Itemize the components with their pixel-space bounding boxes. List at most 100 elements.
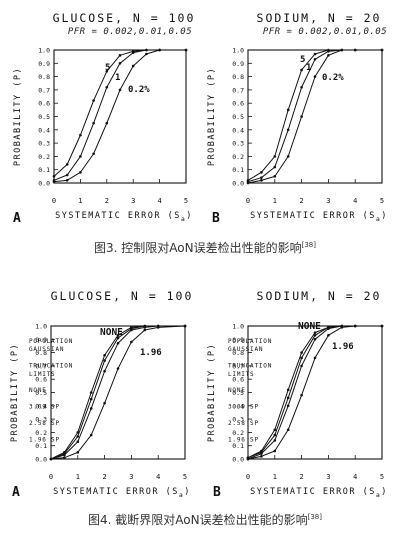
data-point — [63, 453, 66, 457]
y-tick-label: 1.0 — [232, 47, 244, 55]
data-point — [286, 128, 290, 132]
x-tick-label: 0 — [246, 473, 250, 481]
data-point — [286, 388, 290, 392]
data-point — [273, 428, 277, 432]
y-tick-label: 0.0 — [232, 456, 244, 464]
series-line — [247, 49, 382, 184]
chart-title: SODIUM, N = 20 — [257, 11, 382, 25]
data-point — [313, 338, 317, 341]
data-point — [273, 165, 277, 169]
data-point — [183, 324, 187, 328]
data-point — [103, 369, 106, 373]
figure4-caption-text: 图4. 截断界限对AoN误差检出性能的影响 — [88, 513, 308, 527]
data-point — [327, 54, 330, 57]
y-tick-label: 0.5 — [38, 113, 50, 121]
data-point — [300, 351, 303, 354]
series-label: 1.96 — [140, 348, 162, 358]
legend-line: POPULATION — [29, 338, 73, 345]
x-axis-label: SYSTEMATIC ERROR (Sa) — [250, 487, 388, 499]
data-point — [286, 155, 290, 158]
data-point — [79, 133, 82, 137]
data-point — [286, 108, 290, 112]
data-point — [260, 179, 263, 182]
data-point — [105, 69, 109, 73]
data-point — [260, 452, 263, 455]
data-point — [89, 391, 93, 394]
x-tick-label: 0 — [52, 197, 56, 205]
x-tick-label: 2 — [102, 473, 106, 481]
y-tick-label: 0.9 — [232, 60, 244, 68]
figure3-caption-text: 图3. 控制限对AoN误差检出性能的影响 — [94, 241, 302, 255]
legend-line: LIMITS — [29, 371, 55, 378]
x-tick-label: 4 — [157, 197, 161, 205]
y-tick-label: 0.4 — [38, 126, 50, 134]
series-line — [247, 49, 382, 183]
data-point — [76, 435, 80, 438]
data-point — [380, 48, 384, 52]
series-line — [50, 325, 186, 460]
legend-line: 1.96 SP — [29, 436, 60, 443]
data-point — [103, 401, 106, 405]
data-point — [116, 334, 120, 337]
data-point — [300, 364, 303, 368]
data-point — [246, 181, 250, 185]
data-point — [118, 88, 122, 92]
y-tick-label: 0.1 — [35, 442, 47, 450]
series-label: 0.2% — [128, 85, 150, 95]
data-point — [145, 48, 148, 52]
data-point — [300, 115, 303, 118]
chart-title: SODIUM, N = 20 — [257, 289, 382, 303]
series-line — [247, 325, 382, 460]
y-tick-label: 0.6 — [38, 100, 50, 108]
legend-line: GAUSSIAN — [29, 346, 64, 353]
x-tick-label: 3 — [326, 197, 330, 205]
y-tick-label: 0.3 — [35, 416, 47, 424]
y-tick-label: 0.6 — [232, 100, 244, 108]
data-point — [79, 155, 82, 158]
data-point — [76, 431, 80, 434]
data-point — [76, 440, 80, 444]
data-point — [63, 456, 66, 459]
data-point — [327, 327, 330, 330]
chart-fig3A: GLUCOSE, N = 100 PFR = 0.002,0.01,0.05 0.0… — [13, 11, 193, 226]
data-point — [273, 433, 277, 437]
y-tick-label: 0.3 — [38, 140, 50, 148]
y-tick-label: 0.0 — [35, 456, 47, 464]
y-tick-label: 0.2 — [38, 153, 50, 161]
figure4-caption: 图4. 截断界限对AoN误差检出性能的影响[38] — [0, 511, 410, 528]
y-axis-label: PROBABILITY (P) — [207, 67, 217, 166]
series-label: 0.2% — [322, 73, 344, 83]
series-line — [247, 49, 382, 181]
chart-fig4A: GLUCOSE, N = 100 0.0 0.1 0.2 0.3 0.4 0.5 0.6 0.7… — [10, 289, 191, 500]
data-point — [145, 52, 148, 56]
series-label: 1.96 — [332, 342, 354, 352]
data-point — [105, 85, 109, 89]
chart-fig3B: SODIUM, N = 20 PFR = 0.002,0.01,0.05 0.0 0.… — [207, 11, 387, 226]
x-tick-label: 3 — [129, 473, 133, 481]
legend-line: NONE — [29, 387, 47, 394]
data-point — [286, 396, 290, 400]
panel-label: A — [12, 485, 20, 500]
data-point — [130, 328, 133, 332]
x-axis-label: SYSTEMATIC ERROR (Sa) — [53, 487, 191, 499]
x-tick-label: 5 — [380, 473, 384, 481]
data-point — [286, 404, 290, 408]
data-point — [300, 393, 303, 397]
data-point — [313, 356, 317, 360]
data-point — [116, 367, 120, 370]
panel-label: B — [212, 211, 220, 226]
data-point — [340, 48, 344, 52]
series-label: 5 — [300, 55, 305, 65]
data-point — [92, 152, 95, 156]
data-point — [246, 457, 250, 461]
legend-line: TRUNCATION — [228, 363, 272, 370]
chart-subtitle: PFR = 0.002,0.01,0.05 — [68, 27, 192, 37]
data-point — [65, 163, 69, 166]
plot-frame — [53, 49, 187, 184]
y-tick-label: 0.5 — [232, 113, 244, 121]
x-tick-label: 3 — [326, 473, 330, 481]
data-point — [143, 328, 147, 332]
data-point — [116, 341, 120, 345]
y-tick-label: 0.7 — [38, 86, 50, 94]
y-tick-label: 0.5 — [232, 389, 244, 397]
